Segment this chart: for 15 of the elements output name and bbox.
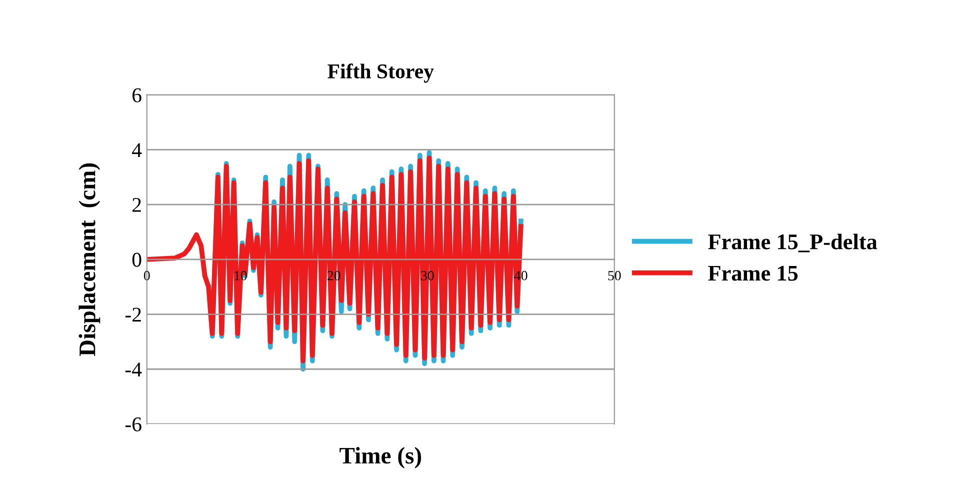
y-tick-label: -2 xyxy=(125,308,141,322)
y-tick-label: 2 xyxy=(132,198,141,212)
y-tick-label: -6 xyxy=(125,417,142,432)
legend-label: Frame 15_P-delta xyxy=(708,234,878,252)
y-tick-label: 6 xyxy=(132,88,142,102)
y-tick-label: 4 xyxy=(132,143,142,157)
x-tick-label: 10 xyxy=(234,270,247,280)
legend-label: Frame 15 xyxy=(708,266,798,281)
y-tick-label: -4 xyxy=(125,362,142,376)
x-axis-title: Time (s) xyxy=(340,447,422,468)
y-tick-label: 0 xyxy=(132,252,142,267)
y-axis-title: Displacement (cm) xyxy=(78,163,100,356)
chart-title: Fifth Storey xyxy=(328,64,434,83)
x-tick-label: 50 xyxy=(608,270,621,280)
x-tick-label: 0 xyxy=(144,270,150,280)
